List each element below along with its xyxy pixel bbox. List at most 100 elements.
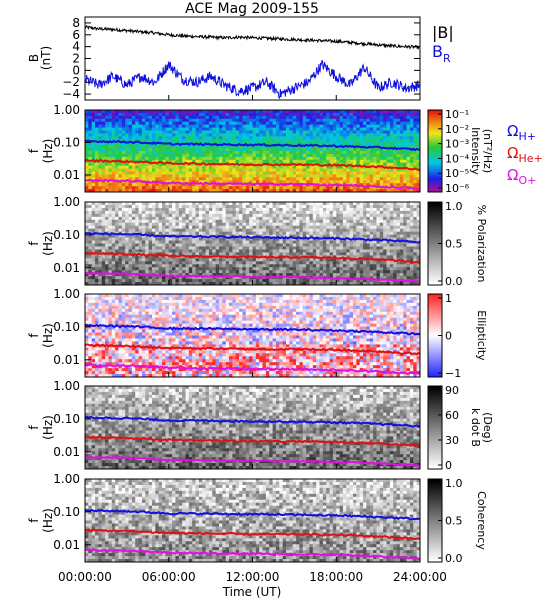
heatmap-cell xyxy=(145,243,150,247)
heatmap-cell xyxy=(195,112,200,117)
heatmap-cell xyxy=(235,231,240,235)
heatmap-cell xyxy=(279,168,284,172)
heatmap-cell xyxy=(208,276,213,280)
heatmap-cell xyxy=(85,276,89,280)
heatmap-cell xyxy=(255,180,260,184)
heatmap-cell xyxy=(235,171,240,175)
heatmap-cell xyxy=(108,186,113,190)
heatmap-cell xyxy=(178,282,183,286)
heatmap-cell xyxy=(339,159,344,164)
heatmap-cell xyxy=(128,210,133,215)
heatmap-cell xyxy=(286,156,290,161)
heatmap-cell xyxy=(121,264,126,268)
heatmap-cell xyxy=(215,136,220,140)
heatmap-cell xyxy=(198,240,203,244)
heatmap-cell xyxy=(162,246,166,250)
heatmap-cell xyxy=(309,139,314,143)
heatmap-cell xyxy=(319,168,324,172)
heatmap-cell xyxy=(329,174,334,178)
heatmap-cell xyxy=(252,130,257,134)
heatmap-cell xyxy=(296,159,300,164)
heatmap-cell xyxy=(242,156,247,161)
heatmap-cell xyxy=(259,270,263,274)
heatmap-cell xyxy=(296,207,300,212)
heatmap-cell xyxy=(128,142,133,146)
heatmap-cell xyxy=(105,118,109,123)
heatmap-cell xyxy=(111,180,116,184)
heatmap-cell xyxy=(229,180,233,184)
heatmap-cell xyxy=(145,136,150,140)
heatmap-cell xyxy=(386,180,391,184)
heatmap-cell xyxy=(393,121,397,126)
heatmap-cell xyxy=(316,264,320,268)
heatmap-cell xyxy=(222,110,227,114)
heatmap-cell xyxy=(91,148,96,152)
heatmap-cell xyxy=(222,261,227,265)
heatmap-cell xyxy=(105,204,109,209)
heatmap-cell xyxy=(363,177,367,181)
heatmap-cell xyxy=(111,124,116,128)
heatmap-cell xyxy=(85,183,89,187)
heatmap-cell xyxy=(252,252,257,256)
heatmap-cell xyxy=(369,180,374,184)
heatmap-cell xyxy=(148,189,153,193)
heatmap-cell xyxy=(235,225,240,230)
heatmap-cell xyxy=(316,151,320,155)
heatmap-cell xyxy=(369,121,374,126)
heatmap-cell xyxy=(85,151,89,155)
colorbar-step xyxy=(428,179,442,183)
heatmap-cell xyxy=(393,127,397,131)
heatmap-cell xyxy=(289,165,294,169)
heatmap-cell xyxy=(182,231,186,235)
heatmap-cell xyxy=(121,219,126,224)
heatmap-cell xyxy=(175,139,180,143)
heatmap-cell xyxy=(152,258,156,262)
heatmap-cell xyxy=(255,153,260,158)
heatmap-cell xyxy=(296,124,300,128)
heatmap-cell xyxy=(416,171,421,175)
heatmap-cell xyxy=(165,276,170,280)
heatmap-cell xyxy=(249,127,253,131)
legend-br-sub: R xyxy=(443,52,451,65)
heatmap-cell xyxy=(172,174,176,178)
heatmap-cell xyxy=(386,110,391,114)
heatmap-cell xyxy=(379,110,384,114)
chart-title: ACE Mag 2009-155 xyxy=(185,1,319,17)
heatmap-cell xyxy=(252,264,257,268)
heatmap-cell xyxy=(286,240,290,244)
colorbar-tick-label: 10⁻⁵ xyxy=(445,167,469,180)
heatmap-cell xyxy=(215,124,220,128)
heatmap-cell xyxy=(198,276,203,280)
heatmap-cell xyxy=(155,110,160,114)
heatmap-cell xyxy=(195,156,200,161)
heatmap-cell xyxy=(168,145,173,149)
heatmap-cell xyxy=(346,136,351,140)
heatmap-cell xyxy=(222,124,227,128)
heatmap-cell xyxy=(403,142,407,146)
heatmap-cell xyxy=(255,115,260,120)
heatmap-cell xyxy=(88,171,93,175)
heatmap-cell xyxy=(125,142,129,146)
heatmap-cell xyxy=(265,240,270,244)
heatmap-cell xyxy=(148,174,153,178)
heatmap-cell xyxy=(98,136,103,140)
heatmap-cell xyxy=(118,243,123,247)
heatmap-cell xyxy=(252,174,257,178)
heatmap-cell xyxy=(252,213,257,218)
heatmap-cell xyxy=(101,237,106,241)
heatmap-cell xyxy=(413,121,418,126)
heatmap-cell xyxy=(242,168,247,172)
heatmap-cell xyxy=(269,267,273,271)
heatmap-cell xyxy=(178,174,183,178)
heatmap-cell xyxy=(215,216,220,221)
heatmap-cell xyxy=(105,234,109,238)
heatmap-cell xyxy=(135,186,139,190)
heatmap-cell xyxy=(232,121,237,126)
heatmap-cell xyxy=(396,121,401,126)
heatmap-cell xyxy=(182,228,186,233)
heatmap-cell xyxy=(269,249,273,253)
heatmap-cell xyxy=(239,276,243,280)
heatmap-cell xyxy=(152,282,156,286)
colorbar-label: Intensity xyxy=(469,127,482,175)
heatmap-cell xyxy=(145,124,150,128)
